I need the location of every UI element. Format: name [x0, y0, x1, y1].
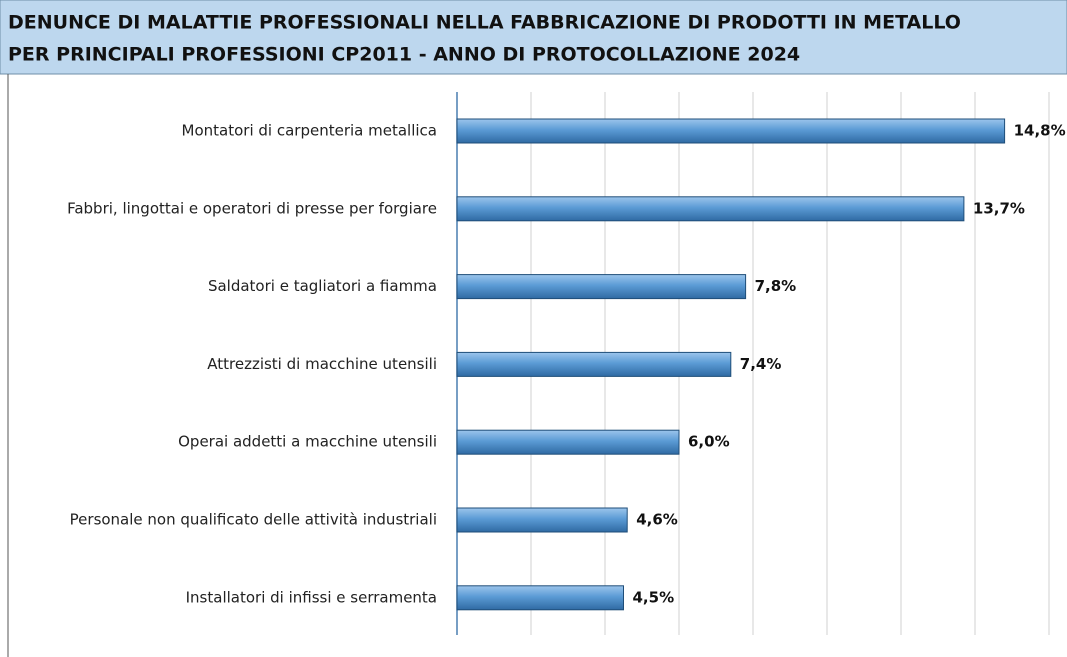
value-label: 14,8%	[1014, 122, 1066, 140]
bar	[456, 196, 965, 222]
category-label: Fabbri, lingottai e operatori di presse …	[67, 199, 437, 217]
category-label: Montatori di carpenteria metallica	[182, 122, 437, 140]
value-label: 6,0%	[688, 433, 730, 451]
header-band	[0, 0, 1067, 75]
value-label: 13,7%	[973, 199, 1025, 217]
chart-title: DENUNCE DI MALATTIE PROFESSIONALI NELLA …	[8, 12, 961, 34]
bar	[456, 118, 1006, 144]
bar	[456, 274, 747, 300]
category-label: Installatori di infissi e serramenta	[186, 588, 437, 606]
value-label: 7,8%	[755, 277, 797, 295]
category-label: Operai addetti a macchine utensili	[178, 433, 437, 451]
value-label: 7,4%	[740, 355, 782, 373]
chart-title: PER PRINCIPALI PROFESSIONI CP2011 - ANNO…	[8, 44, 800, 66]
category-label: Saldatori e tagliatori a fiamma	[208, 277, 437, 295]
bar	[456, 507, 628, 533]
bar	[456, 585, 624, 611]
value-label: 4,5%	[633, 588, 675, 606]
category-label: Attrezzisti di macchine utensili	[207, 355, 437, 373]
bar	[456, 351, 732, 377]
bar	[456, 429, 680, 455]
value-label: 4,6%	[636, 511, 678, 529]
category-label: Personale non qualificato delle attività…	[70, 511, 437, 529]
